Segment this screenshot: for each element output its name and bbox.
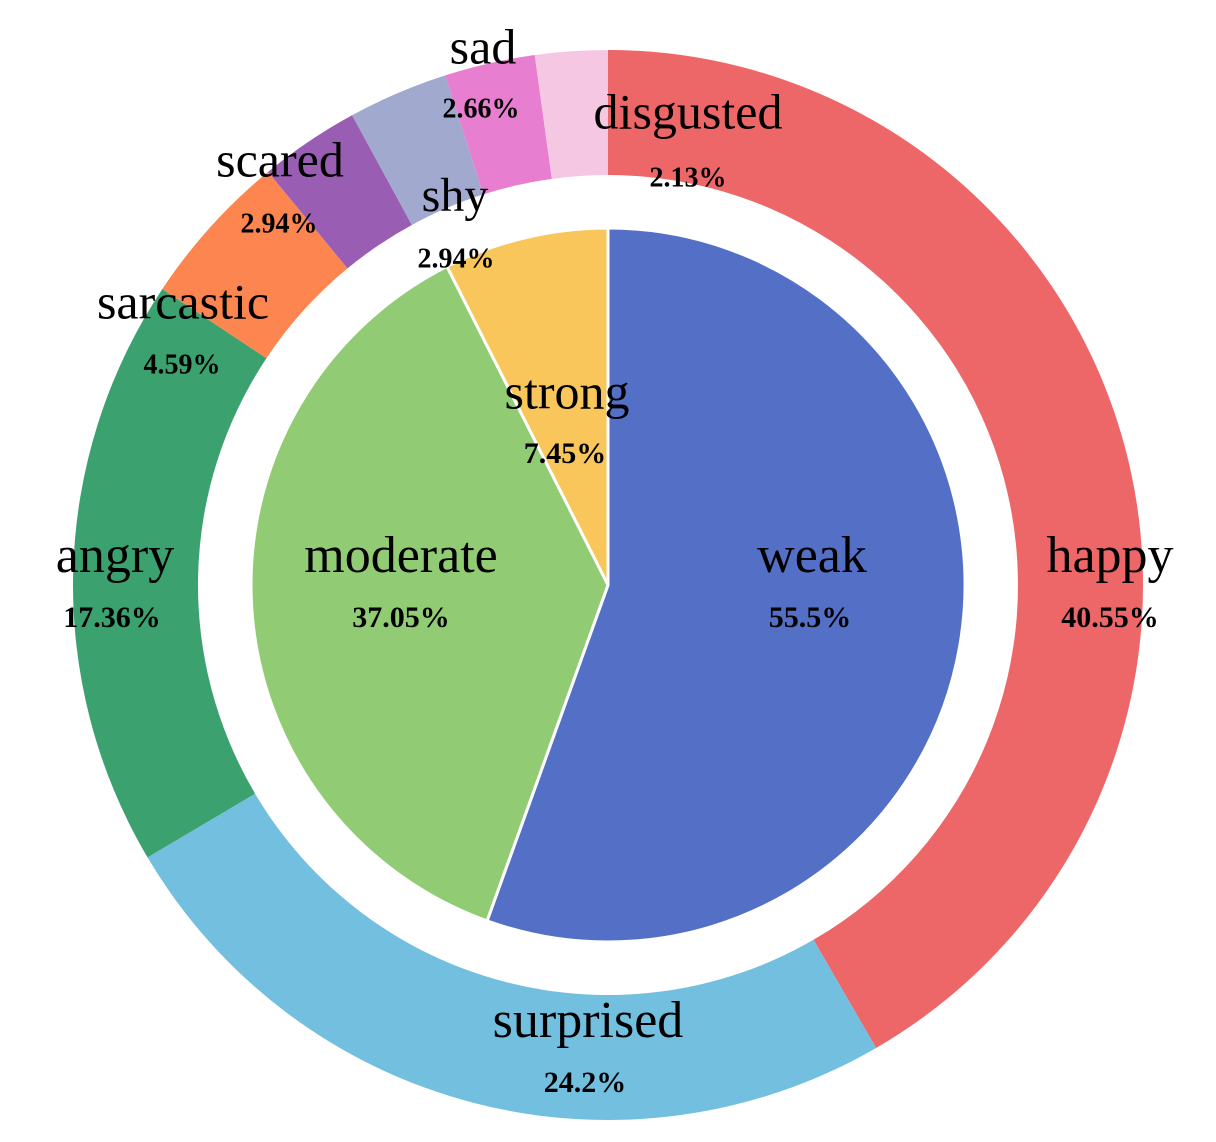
label-sad: sad 2.66% (443, 18, 520, 124)
slice-percent-label: 17.36% (63, 601, 161, 634)
slice-name-label: angry (56, 527, 174, 584)
inner-slice-weak (485, 226, 967, 944)
slice-name-label: weak (757, 527, 867, 584)
slice-name-label: scared (216, 131, 344, 187)
inner-slice-strong (444, 226, 610, 586)
slice-percent-label: 2.13% (650, 162, 727, 193)
slice-name-label: moderate (304, 527, 497, 584)
outer-slice-angry (73, 289, 267, 858)
slice-name-label: happy (1046, 527, 1173, 584)
slice-name-label: disgusted (594, 83, 783, 139)
label-weak: weak 55.5% (757, 527, 867, 634)
label-shy: shy 2.94% (418, 169, 495, 274)
slice-percent-label: 2.94% (241, 208, 318, 239)
slice-name-label: strong (505, 363, 630, 419)
slice-labels: happy 40.55% surprised 24.2% angry 17.36% sarc… (56, 18, 1174, 1098)
outer-slice-scared (268, 115, 412, 269)
label-moderate: moderate 37.05% (304, 527, 497, 634)
slice-percent-label: 7.45% (524, 437, 607, 470)
outer-slice-happy (608, 50, 1143, 1048)
slice-percent-label: 2.66% (443, 93, 520, 124)
inner-pie (249, 226, 967, 944)
label-disgusted: disgusted 2.13% (594, 83, 783, 193)
slice-percent-label: 55.5% (769, 601, 852, 634)
outer-ring (73, 50, 1143, 1120)
slice-percent-label: 37.05% (352, 601, 450, 634)
label-surprised: surprised 24.2% (493, 992, 684, 1099)
label-happy: happy 40.55% (1046, 527, 1173, 634)
slice-name-label: sarcastic (97, 273, 269, 329)
slice-percent-label: 2.94% (418, 243, 495, 274)
label-sarcastic: sarcastic 4.59% (97, 273, 269, 380)
slice-percent-label: 40.55% (1061, 601, 1159, 634)
outer-slice-sad (445, 55, 552, 195)
outer-slice-disgusted (534, 50, 608, 179)
slice-name-label: sad (450, 18, 517, 74)
outer-slice-shy (352, 75, 484, 225)
label-angry: angry 17.36% (56, 527, 174, 634)
slice-percent-label: 4.59% (144, 349, 221, 380)
slice-name-label: shy (422, 169, 489, 222)
label-scared: scared 2.94% (216, 131, 344, 239)
outer-slice-surprised (147, 793, 877, 1120)
slice-percent-label: 24.2% (544, 1066, 627, 1099)
outer-slice-sarcastic (162, 171, 348, 359)
label-strong: strong 7.45% (505, 363, 630, 469)
slice-name-label: surprised (493, 992, 684, 1049)
inner-slice-moderate (249, 264, 610, 923)
